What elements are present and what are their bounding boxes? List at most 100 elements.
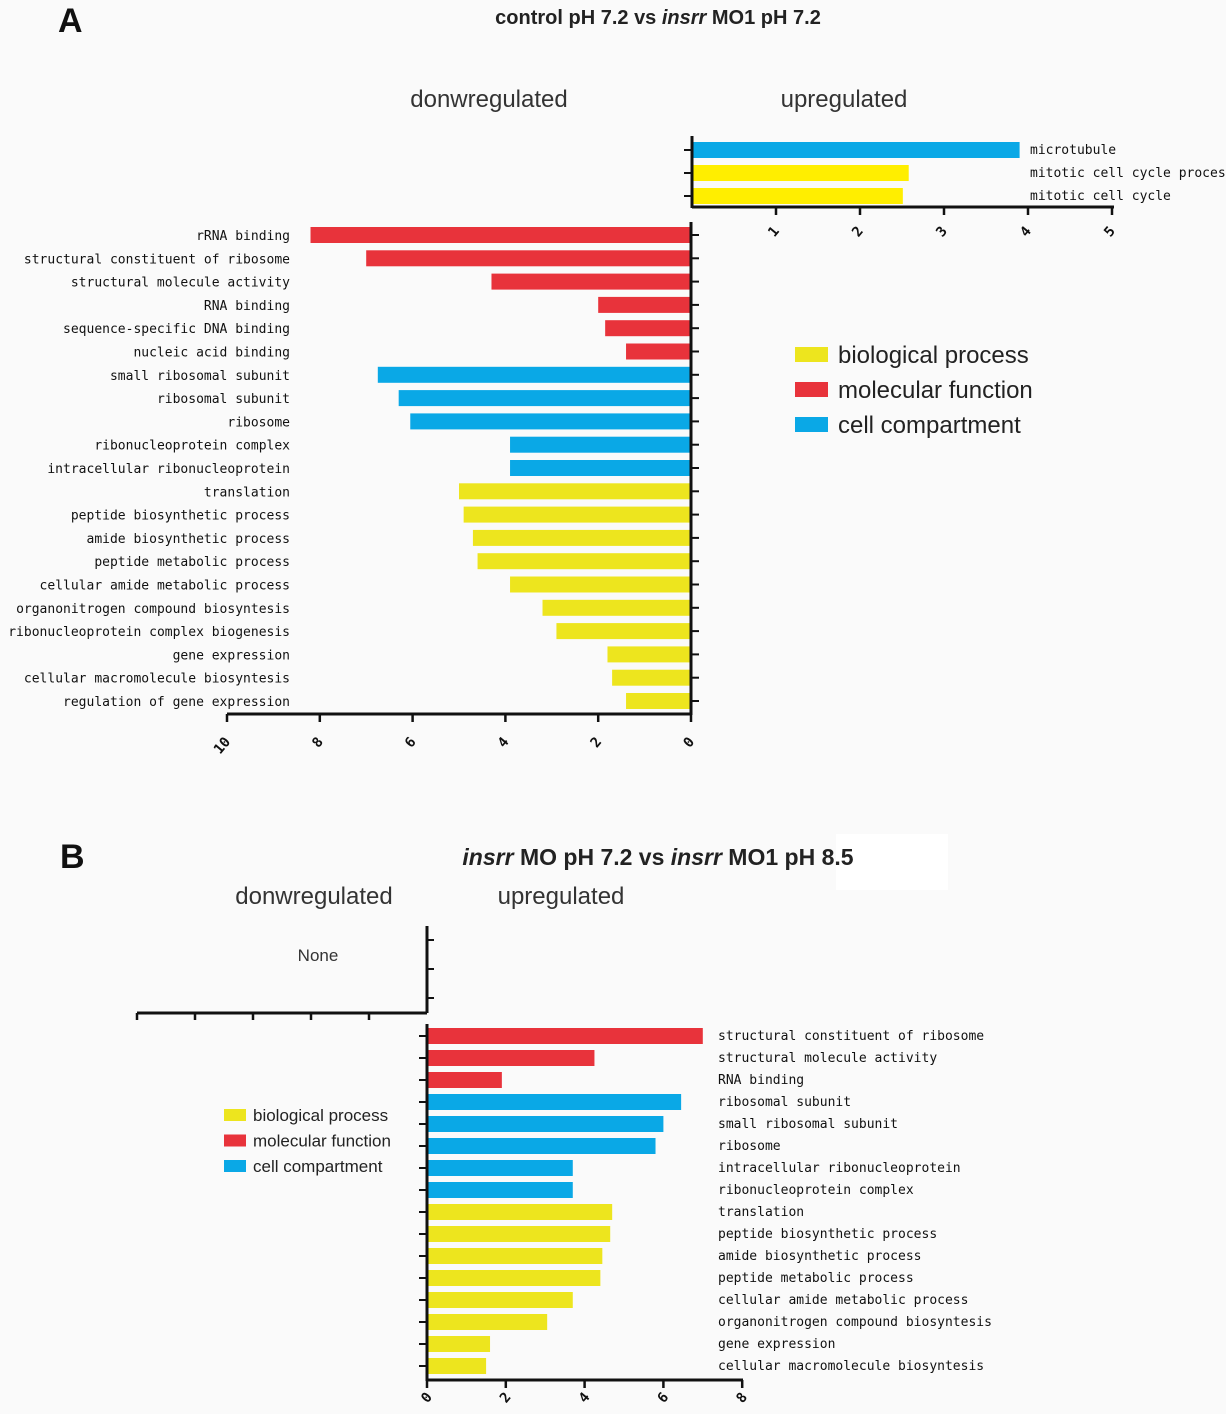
bar-label: cellular amide metabolic process	[718, 1293, 968, 1308]
bar-label: organonitrogen compound biosyntesis	[16, 602, 290, 617]
bar	[692, 142, 1020, 158]
legend-label: biological process	[253, 1106, 388, 1125]
bar-label: translation	[204, 485, 290, 500]
bar-label: cellular amide metabolic process	[40, 579, 290, 594]
bar	[427, 1116, 664, 1132]
bar-label: microtubule	[1030, 143, 1116, 158]
bar	[598, 296, 691, 313]
bar	[427, 1160, 573, 1176]
bar	[542, 599, 691, 616]
bar	[472, 529, 691, 546]
bar-label: rRNA binding	[196, 229, 290, 244]
bar	[612, 669, 691, 686]
bar	[427, 1336, 491, 1352]
bar	[491, 273, 691, 290]
panel-a-down-label: donwregulated	[410, 86, 567, 113]
bar	[366, 250, 691, 267]
bar-label: cellular macromolecule biosyntesis	[718, 1359, 984, 1374]
bar	[427, 1358, 487, 1374]
bar-label: small ribosomal subunit	[110, 369, 290, 384]
panel-b-title: insrr MO pH 7.2 vs insrr MO1 pH 8.5	[462, 844, 853, 870]
legend-label: cell compartment	[838, 412, 1021, 439]
bar	[427, 1314, 548, 1330]
bar	[463, 506, 691, 523]
panel-b-legend: biological process molecular function cell…	[224, 1106, 391, 1176]
bar	[510, 460, 691, 476]
legend-label: cell compartment	[253, 1157, 383, 1176]
bar	[427, 1248, 603, 1264]
panel-a-title: control pH 7.2 vs insrr MO1 pH 7.2	[495, 7, 821, 29]
bar-label: mitotic cell cycle process	[1030, 166, 1226, 181]
bar-label: ribonucleoprotein complex	[718, 1183, 914, 1198]
bar	[410, 413, 691, 430]
legend-swatch	[224, 1134, 246, 1147]
bar-label: peptide metabolic process	[94, 555, 290, 570]
bar	[427, 1094, 682, 1110]
legend-label: biological process	[838, 342, 1029, 369]
bar-label: nucleic acid binding	[133, 346, 290, 361]
bar-label: mitotic cell cycle	[1030, 189, 1171, 204]
panel-a-legend: biological process molecular function cell…	[795, 342, 1033, 439]
bar-label: small ribosomal subunit	[718, 1117, 898, 1132]
bar	[427, 1050, 595, 1066]
bar-label: RNA binding	[718, 1073, 804, 1088]
bar-label: peptide metabolic process	[718, 1271, 914, 1286]
panel-a-up-label: upregulated	[781, 86, 908, 113]
bar	[427, 1292, 573, 1308]
bar-label: ribonucleoprotein complex biogenesis	[8, 625, 290, 640]
bar-label: ribosomal subunit	[718, 1095, 851, 1110]
legend-label: molecular function	[838, 377, 1033, 404]
bar-label: amide biosynthetic process	[718, 1249, 922, 1264]
bar-label: translation	[718, 1205, 804, 1220]
bar-label: ribosome	[227, 415, 290, 430]
bar	[477, 553, 691, 570]
bar	[427, 1138, 656, 1154]
legend-swatch	[795, 417, 828, 432]
bar-label: gene expression	[718, 1337, 835, 1352]
panel-a-letter: A	[58, 2, 83, 40]
bar-label: RNA binding	[204, 299, 290, 314]
bar-label: sequence-specific DNA binding	[63, 322, 290, 337]
bar-label: ribosomal subunit	[157, 392, 290, 407]
bar-label: intracellular ribonucleoprotein	[47, 462, 290, 477]
bar-label: structural constituent of ribosome	[718, 1029, 984, 1044]
legend-label: molecular function	[253, 1132, 391, 1151]
bar	[510, 576, 691, 593]
bar	[427, 1270, 601, 1286]
bar	[427, 1028, 703, 1044]
bar-label: gene expression	[173, 648, 290, 663]
panel-b-letter: B	[60, 838, 85, 876]
bar	[556, 623, 691, 640]
bar-label: amide biosynthetic process	[87, 532, 291, 547]
bar-label: peptide biosynthetic process	[718, 1227, 937, 1242]
bar-label: intracellular ribonucleoprotein	[718, 1161, 961, 1176]
bar	[605, 320, 691, 337]
bar	[427, 1204, 613, 1220]
bar	[427, 1072, 502, 1088]
bar-label: structural molecule activity	[71, 276, 290, 291]
bar-label: ribonucleoprotein complex	[94, 439, 290, 454]
bar	[427, 1182, 573, 1198]
bar	[510, 436, 691, 453]
bar	[626, 343, 691, 360]
panel-b-none-label: None	[298, 946, 339, 965]
bar	[459, 483, 691, 500]
bar-label: regulation of gene expression	[63, 695, 290, 710]
bar	[692, 188, 903, 204]
bar-label: ribosome	[718, 1139, 781, 1154]
panel-b-chart: structural constituent of ribosome struct…	[135, 926, 992, 1406]
bar	[607, 646, 691, 663]
panel-b-up-label: upregulated	[498, 883, 625, 910]
panel-b-down-label: donwregulated	[235, 883, 392, 910]
bar	[626, 693, 691, 709]
legend-swatch	[224, 1160, 246, 1172]
bar-label: peptide biosynthetic process	[71, 509, 290, 524]
legend-swatch	[224, 1109, 246, 1121]
bar	[310, 227, 691, 243]
legend-swatch	[795, 347, 828, 362]
bar-label: cellular macromolecule biosyntesis	[24, 672, 290, 687]
bar	[398, 390, 691, 407]
legend-swatch	[795, 382, 828, 397]
bar-label: organonitrogen compound biosyntesis	[718, 1315, 992, 1330]
